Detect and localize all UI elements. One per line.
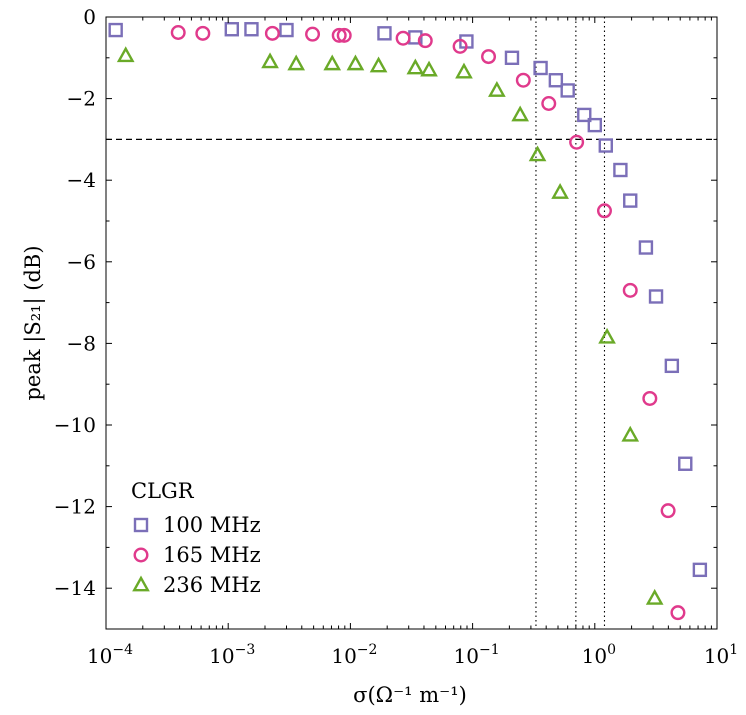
y-tick-label: −14 <box>54 576 96 600</box>
y-tick-label: 0 <box>83 5 96 29</box>
data-markers <box>108 22 708 621</box>
data-point <box>346 54 365 71</box>
data-point <box>533 60 548 76</box>
data-point <box>116 46 135 63</box>
series-165-mhz <box>170 25 686 621</box>
data-point <box>244 22 259 37</box>
data-point <box>660 503 676 519</box>
y-tick-label: −6 <box>67 250 96 274</box>
data-point <box>560 83 575 98</box>
series-236-mhz <box>116 46 664 605</box>
data-point <box>511 105 529 122</box>
data-point <box>481 49 497 65</box>
data-point <box>417 33 433 49</box>
data-point <box>170 25 186 41</box>
y-tick-label: −12 <box>54 495 96 519</box>
data-point <box>587 117 602 133</box>
data-point <box>287 54 306 71</box>
data-point <box>369 56 388 73</box>
legend-marker <box>133 517 149 533</box>
plot-frame <box>105 16 718 630</box>
y-tick-label: −4 <box>67 168 96 192</box>
data-point <box>664 358 680 374</box>
data-point <box>504 50 520 65</box>
x-tick-label: 10−3 <box>209 642 255 668</box>
data-point <box>678 456 693 471</box>
data-point <box>323 54 342 71</box>
data-point <box>279 22 294 38</box>
legend-title: CLGR <box>131 479 195 503</box>
data-point <box>528 145 547 162</box>
x-tick-label: 100 <box>582 642 616 668</box>
axis-ticks <box>105 16 718 630</box>
data-point <box>648 289 664 304</box>
y-tick-label: −2 <box>67 87 96 111</box>
x-tick-label: 10−4 <box>87 642 133 668</box>
data-point <box>395 30 411 46</box>
data-point <box>377 26 392 41</box>
x-axis-title: σ(Ω⁻¹ m⁻¹) <box>353 683 467 707</box>
data-point <box>551 182 569 199</box>
data-point <box>598 138 613 153</box>
y-axis-title: peak |S₂₁| (dB) <box>21 245 46 400</box>
data-point <box>613 162 628 178</box>
data-point <box>336 27 352 43</box>
data-point <box>692 562 708 578</box>
legend-marker <box>132 575 150 592</box>
legend-marker <box>133 547 149 563</box>
data-point <box>488 80 506 97</box>
reference-lines <box>106 17 717 629</box>
data-point <box>642 390 658 406</box>
y-tick-label: −10 <box>54 413 96 437</box>
y-tick-label: −8 <box>67 331 96 355</box>
data-point <box>455 62 473 79</box>
data-point <box>645 588 664 605</box>
x-tick-label: 101 <box>704 642 738 668</box>
data-point <box>596 203 612 219</box>
x-tick-label: 10−1 <box>454 642 500 668</box>
data-point <box>420 60 438 77</box>
data-point <box>621 425 640 442</box>
data-point <box>195 25 211 41</box>
data-point <box>569 134 585 150</box>
data-point <box>515 72 531 88</box>
data-point <box>224 22 239 37</box>
legend-label: 100 MHz <box>163 513 261 537</box>
data-point <box>577 107 592 123</box>
data-point <box>261 52 279 69</box>
legend-label: 236 MHz <box>163 573 261 597</box>
data-point <box>305 26 321 42</box>
tick-labels: 10−4 10−3 10−2 10−1 100 101 0 −2 −4 −6 −8 −10 −12 −14 <box>54 5 738 668</box>
data-point <box>670 605 686 621</box>
data-point <box>108 22 123 38</box>
data-point <box>638 240 654 255</box>
data-point <box>264 25 280 41</box>
data-point <box>452 38 468 54</box>
legend-label: 165 MHz <box>163 543 261 567</box>
legend: CLGR 100 MHz 165 MHz 236 MHz <box>131 479 261 597</box>
data-point <box>622 282 638 298</box>
data-point <box>541 95 557 111</box>
x-tick-label: 10−2 <box>331 642 377 668</box>
data-point <box>406 58 425 75</box>
data-point <box>331 27 347 43</box>
series-100-mhz <box>108 22 708 578</box>
data-point <box>623 193 638 208</box>
data-point <box>598 327 616 344</box>
data-point <box>548 73 564 88</box>
